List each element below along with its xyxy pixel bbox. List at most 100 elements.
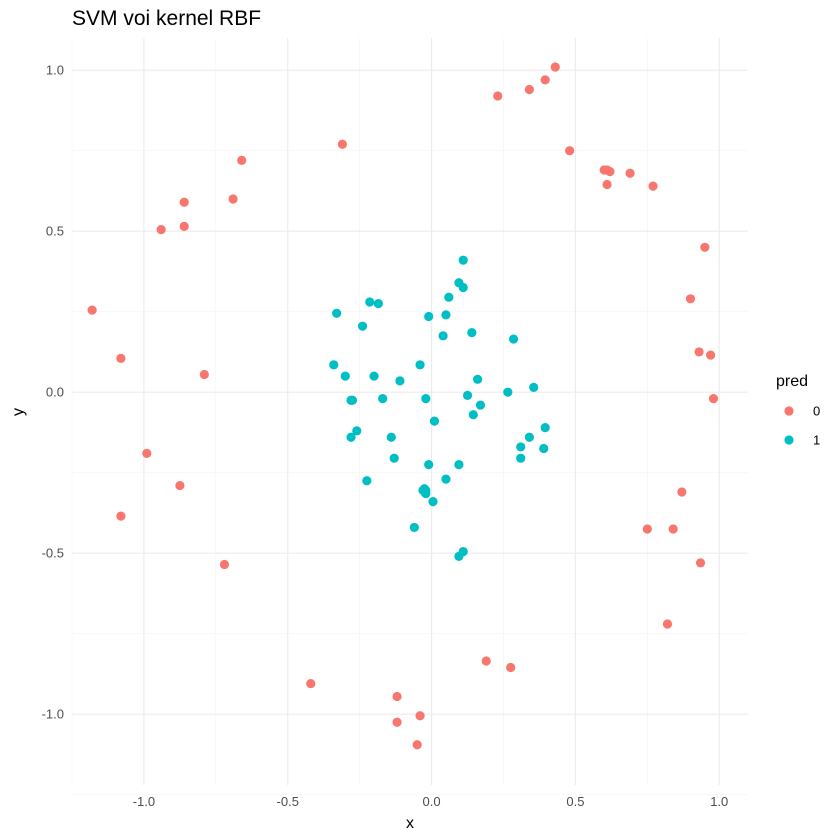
data-point-class-0 <box>87 305 97 315</box>
data-point-class-1 <box>458 255 468 265</box>
y-axis-label: y <box>10 408 27 416</box>
data-point-class-1 <box>369 371 379 381</box>
data-point-class-0 <box>565 146 575 156</box>
legend-key-1 <box>784 435 794 445</box>
x-tick-label: 0.5 <box>566 794 584 809</box>
data-point-class-1 <box>516 442 526 452</box>
data-point-class-0 <box>392 717 402 727</box>
data-point-class-1 <box>454 460 464 470</box>
data-point-class-1 <box>362 476 372 486</box>
y-tick-label: 1.0 <box>46 63 64 78</box>
data-point-class-0 <box>481 656 491 666</box>
data-point-class-1 <box>347 395 358 405</box>
data-point-class-1 <box>357 321 368 331</box>
data-point-class-0 <box>142 448 152 458</box>
x-tick-label: -0.5 <box>277 794 299 809</box>
grid <box>71 38 748 795</box>
data-point-class-0 <box>175 480 185 491</box>
data-point-class-0 <box>392 691 402 702</box>
data-point-class-0 <box>662 619 673 629</box>
data-point-class-1 <box>475 400 486 410</box>
data-point-class-1 <box>524 432 534 442</box>
chart-title: SVM voi kernel RBF <box>72 7 261 30</box>
data-point-class-1 <box>329 360 339 370</box>
data-point-class-1 <box>529 382 539 392</box>
y-tick-label: 0.0 <box>46 385 64 400</box>
data-point-class-0 <box>706 350 716 360</box>
data-point-class-1 <box>467 328 477 338</box>
y-axis-ticks: -1.0 -0.5 0.0 0.5 1.0 <box>42 63 64 722</box>
data-point-class-1 <box>424 311 434 322</box>
data-point-class-1 <box>378 394 388 404</box>
data-point-class-0 <box>550 62 560 72</box>
data-point-class-1 <box>389 453 399 463</box>
data-point-class-1 <box>441 310 451 320</box>
data-point-class-1 <box>365 297 375 307</box>
data-point-class-1 <box>421 394 431 404</box>
data-point-class-1 <box>340 371 350 381</box>
data-point-class-0 <box>700 242 710 252</box>
data-point-class-0 <box>605 167 615 177</box>
data-point-class-0 <box>412 740 422 750</box>
data-point-class-1 <box>468 410 478 420</box>
y-tick-label: -1.0 <box>42 707 64 722</box>
data-point-class-0 <box>237 155 247 165</box>
legend-label-1: 1 <box>813 433 820 448</box>
x-axis-label: x <box>406 815 414 832</box>
data-point-class-1 <box>441 474 451 484</box>
data-point-class-1 <box>352 426 362 436</box>
data-point-class-1 <box>429 416 440 426</box>
legend-key-0 <box>784 406 794 416</box>
x-tick-label: 1.0 <box>710 794 728 809</box>
data-point-class-0 <box>642 524 652 534</box>
data-point-class-0 <box>493 91 503 101</box>
data-points <box>87 62 719 750</box>
data-point-class-0 <box>116 353 126 363</box>
data-point-class-1 <box>473 374 483 384</box>
data-point-class-1 <box>332 308 342 318</box>
data-point-class-1 <box>415 360 425 370</box>
data-point-class-0 <box>306 678 316 689</box>
data-point-class-1 <box>386 432 396 442</box>
data-point-class-0 <box>156 224 166 235</box>
x-axis-ticks: -1.0 -0.5 0.0 0.5 1.0 <box>133 794 729 809</box>
data-point-class-0 <box>199 369 209 380</box>
legend-title: pred <box>776 373 808 390</box>
data-point-class-0 <box>648 181 658 191</box>
data-point-class-0 <box>219 559 230 570</box>
data-point-class-1 <box>409 522 419 533</box>
data-point-class-1 <box>462 390 473 401</box>
data-point-class-1 <box>444 292 454 302</box>
data-point-class-0 <box>602 179 612 190</box>
data-point-class-1 <box>508 334 519 344</box>
data-point-class-0 <box>506 662 516 673</box>
data-point-class-0 <box>694 347 704 357</box>
data-point-class-0 <box>695 558 706 568</box>
data-point-class-0 <box>116 511 126 521</box>
legend-label-0: 0 <box>813 404 820 419</box>
data-point-class-1 <box>503 387 513 397</box>
data-point-class-1 <box>346 432 356 442</box>
data-point-class-0 <box>540 75 550 85</box>
y-tick-label: 0.5 <box>46 224 64 239</box>
data-point-class-1 <box>424 460 434 470</box>
x-tick-label: 0.0 <box>423 794 441 809</box>
data-point-class-0 <box>685 294 696 304</box>
data-point-class-0 <box>625 168 635 178</box>
y-tick-label: -0.5 <box>42 546 64 561</box>
x-tick-label: -1.0 <box>133 794 155 809</box>
data-point-class-1 <box>539 443 549 454</box>
legend: pred 0 1 <box>776 373 820 448</box>
data-point-class-0 <box>668 524 678 534</box>
data-point-class-1 <box>454 551 464 561</box>
data-point-class-1 <box>395 376 405 386</box>
data-point-class-0 <box>524 84 534 95</box>
data-point-class-0 <box>179 221 189 231</box>
data-point-class-0 <box>415 711 425 721</box>
data-point-class-1 <box>540 422 550 433</box>
data-point-class-1 <box>428 497 438 507</box>
data-point-class-1 <box>458 282 468 293</box>
data-point-class-1 <box>373 299 383 309</box>
data-point-class-0 <box>228 194 238 204</box>
